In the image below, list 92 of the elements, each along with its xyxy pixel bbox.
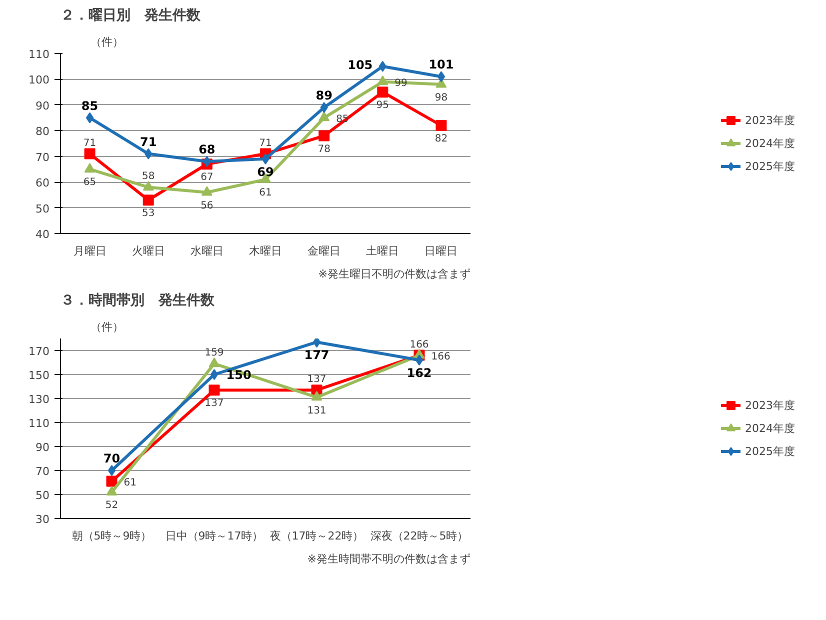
data-label: 166 <box>410 339 429 350</box>
data-label: 159 <box>204 348 224 359</box>
data-label: 56 <box>200 200 214 212</box>
data-label: 137 <box>307 374 326 386</box>
point <box>436 120 447 131</box>
chart-title: ３．時間帯別 発生件数 <box>60 292 216 308</box>
x-tick-label: 深夜（22時～5時） <box>370 530 468 542</box>
data-label: 177 <box>304 348 330 362</box>
point <box>320 102 328 113</box>
data-label: 89 <box>316 88 332 102</box>
point <box>142 180 154 191</box>
x-tick-label: 夜（17時～22時） <box>270 530 364 542</box>
data-label: 70 <box>103 452 120 466</box>
point <box>318 112 330 122</box>
point <box>84 148 96 160</box>
x-tick-label: 月曜日 <box>73 244 106 258</box>
y-tick-label: 80 <box>36 125 50 138</box>
data-label: 162 <box>406 366 432 380</box>
legend-label: 2024年度 <box>745 136 795 150</box>
x-tick-label: 朝（5時～9時） <box>72 530 152 542</box>
x-tick-label: 日中（9時～17時） <box>165 530 264 542</box>
y-tick-label: 150 <box>28 369 50 382</box>
legend-label: 2023年度 <box>745 112 795 128</box>
text: ※発生曜日不明の件数は含まず <box>318 268 470 280</box>
y-tick-label: 70 <box>36 465 50 478</box>
point <box>201 186 212 196</box>
point <box>108 465 116 476</box>
y-tick-label: 110 <box>28 48 50 61</box>
point <box>312 338 321 348</box>
x-tick-label: 木曜日 <box>249 244 282 258</box>
point <box>210 369 218 380</box>
point <box>318 130 330 142</box>
data-label: 53 <box>142 208 155 220</box>
point <box>142 194 154 206</box>
y-tick-label: 90 <box>36 99 50 112</box>
y-axis-title: （件） <box>90 320 124 334</box>
data-label: 78 <box>318 144 330 155</box>
legend-label: 2025年度 <box>745 444 795 458</box>
point <box>415 354 424 366</box>
data-label: 67 <box>200 172 214 184</box>
data-label: 61 <box>124 477 136 488</box>
x-tick-label: 土曜日 <box>366 244 400 258</box>
chart-title: ２．曜日別 発生件数 <box>60 8 202 24</box>
legend-label: 2023年度 <box>745 398 795 412</box>
point <box>106 486 118 496</box>
y-tick-label: 170 <box>28 345 50 358</box>
point <box>208 384 220 396</box>
y-tick-label: 30 <box>36 513 50 526</box>
data-label: 82 <box>434 134 448 144</box>
data-label: 105 <box>348 58 373 72</box>
y-tick-label: 50 <box>36 202 50 216</box>
data-label: 71 <box>140 134 157 149</box>
data-label: 101 <box>428 58 454 72</box>
data-label: 65 <box>83 177 96 188</box>
point <box>208 357 220 368</box>
point <box>377 86 388 98</box>
point <box>437 71 446 82</box>
point <box>377 76 388 86</box>
y-tick-label: 50 <box>36 489 50 502</box>
data-label: 150 <box>226 368 252 382</box>
y-tick-label: 90 <box>36 441 50 454</box>
data-label: 68 <box>198 142 216 156</box>
point <box>84 162 96 173</box>
y-tick-label: 40 <box>36 228 50 241</box>
y-tick-label: 100 <box>28 74 50 87</box>
data-label: 98 <box>434 92 448 104</box>
x-tick-label: 日曜日 <box>424 244 458 258</box>
y-tick-label: 70 <box>36 150 50 164</box>
data-label: 71 <box>83 138 96 149</box>
x-tick-label: 水曜日 <box>190 244 224 258</box>
point <box>311 391 322 401</box>
y-tick-label: 110 <box>28 417 50 430</box>
data-label: 137 <box>204 398 224 410</box>
text: ※発生時間帯不明の件数は含まず <box>307 552 470 566</box>
point <box>203 156 211 167</box>
y-tick-label: 60 <box>36 176 50 190</box>
data-label: 61 <box>259 188 272 198</box>
y-axis-title: （件） <box>90 36 124 48</box>
x-tick-label: 金曜日 <box>308 244 341 258</box>
data-label: 58 <box>142 171 155 182</box>
legend-label: 2025年度 <box>745 158 795 174</box>
data-label: 166 <box>431 351 450 362</box>
point <box>106 476 118 487</box>
data-label: 95 <box>376 100 390 112</box>
y-tick-label: 130 <box>28 393 50 406</box>
data-label: 131 <box>307 405 326 416</box>
x-tick-label: 火曜日 <box>132 244 165 258</box>
data-label: 52 <box>105 500 118 512</box>
data-label: 85 <box>81 98 98 113</box>
data-label: 71 <box>259 138 272 149</box>
legend-label: 2024年度 <box>745 420 795 436</box>
point <box>86 112 94 124</box>
